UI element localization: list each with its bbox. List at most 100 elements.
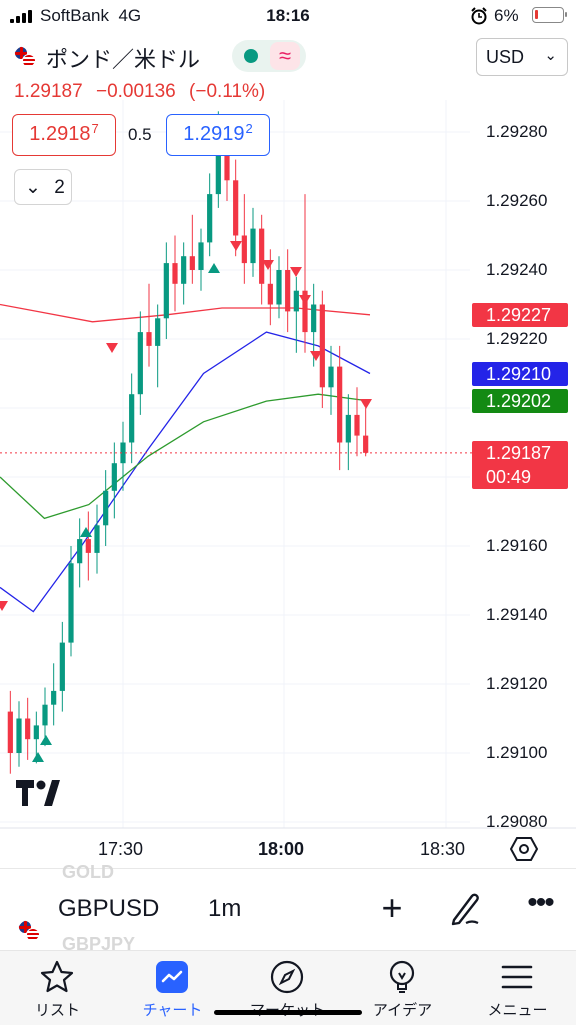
candle bbox=[189, 214, 195, 284]
candle-countdown: 00:49 bbox=[486, 466, 532, 487]
candle-body bbox=[337, 366, 343, 443]
candle bbox=[68, 546, 74, 657]
sell-signal-marker bbox=[262, 260, 274, 270]
candle-body bbox=[155, 318, 161, 346]
candle bbox=[345, 394, 351, 471]
candle bbox=[103, 470, 109, 546]
candle-body bbox=[85, 539, 91, 553]
price-summary: 1.29187 −0.00136 (−0.11%) bbox=[14, 81, 273, 103]
compass-icon bbox=[270, 960, 304, 994]
market-status-pill[interactable]: ≈ bbox=[232, 40, 306, 72]
hexagon-settings-icon[interactable] bbox=[510, 836, 538, 862]
pen-draw-icon[interactable] bbox=[446, 888, 486, 928]
candle bbox=[7, 690, 13, 774]
sell-signal-marker bbox=[106, 343, 118, 353]
moving-averages bbox=[0, 303, 371, 613]
sell-signal-marker bbox=[310, 351, 322, 361]
candle-body bbox=[259, 228, 265, 284]
buy-quote-button[interactable]: 1.29192 bbox=[166, 114, 270, 156]
x-axis-label: 18:00 bbox=[258, 839, 305, 859]
candle-body bbox=[328, 366, 334, 388]
candle bbox=[111, 442, 117, 519]
candle bbox=[363, 408, 369, 457]
candle bbox=[33, 711, 39, 764]
candle-body bbox=[319, 304, 325, 388]
pair-title[interactable]: ポンド／米ドル bbox=[46, 47, 201, 72]
candle bbox=[293, 276, 299, 353]
tab-ideas[interactable]: アイデア bbox=[345, 951, 460, 1025]
battery-percent: 6% bbox=[494, 6, 519, 25]
indicator-toggle-button[interactable]: ⌄ 2 bbox=[14, 169, 72, 205]
price-tag: 1.29202 bbox=[472, 389, 568, 414]
last-price: 1.29187 bbox=[14, 81, 83, 102]
candle-body bbox=[345, 414, 351, 443]
candle-body bbox=[68, 563, 74, 643]
price-tag-value: 1.29187 bbox=[486, 442, 552, 463]
price-tag-value: 1.29210 bbox=[486, 363, 552, 384]
candle bbox=[207, 173, 213, 257]
candle bbox=[276, 256, 282, 319]
x-axis-label: 18:30 bbox=[420, 839, 466, 859]
candle bbox=[259, 214, 265, 305]
buy-signal-marker bbox=[40, 735, 52, 745]
tab-chart[interactable]: チャート bbox=[115, 951, 230, 1025]
more-options-icon[interactable]: ••• bbox=[527, 886, 555, 919]
candle bbox=[77, 518, 83, 588]
candlesticks bbox=[7, 111, 369, 774]
candle bbox=[163, 242, 169, 339]
candle-body bbox=[103, 490, 109, 526]
candle-body bbox=[285, 270, 291, 312]
tab-list[interactable]: リスト bbox=[0, 951, 115, 1025]
candle bbox=[155, 304, 161, 388]
price-change: −0.00136 bbox=[95, 81, 176, 102]
candle bbox=[328, 345, 334, 415]
symbol-button[interactable]: GBPUSD bbox=[58, 895, 160, 922]
price-tag-value: 1.29227 bbox=[486, 304, 552, 325]
candle bbox=[241, 194, 247, 284]
sell-signal-marker bbox=[360, 399, 372, 409]
interval-button[interactable]: 1m bbox=[208, 895, 242, 922]
candle-body bbox=[241, 235, 247, 264]
candle-body bbox=[7, 711, 13, 753]
candle-body bbox=[293, 290, 299, 312]
chevron-down-icon: ⌄ bbox=[544, 47, 557, 64]
candle-body bbox=[33, 725, 39, 740]
wave-icon: ≈ bbox=[270, 42, 300, 70]
sell-signal-marker bbox=[299, 295, 311, 305]
home-indicator bbox=[214, 1010, 362, 1015]
candle-body bbox=[94, 525, 100, 553]
candle bbox=[250, 207, 256, 277]
candle bbox=[172, 235, 178, 312]
candle bbox=[42, 687, 48, 747]
candle-body bbox=[111, 463, 117, 491]
candle-body bbox=[311, 304, 317, 333]
signal-markers bbox=[0, 241, 372, 762]
candle bbox=[302, 194, 308, 353]
candle-body bbox=[120, 442, 126, 464]
sell-signal-marker bbox=[0, 601, 8, 611]
buy-signal-marker bbox=[32, 752, 44, 762]
spread-value: 0.5 bbox=[128, 125, 152, 144]
add-plus-icon[interactable]: + bbox=[381, 887, 403, 928]
signal-icon bbox=[10, 10, 32, 23]
price-tag: 1.29210 bbox=[472, 361, 568, 386]
menu-icon bbox=[501, 965, 533, 989]
currency-select[interactable]: USD ⌄ bbox=[476, 38, 568, 76]
candle bbox=[233, 159, 239, 257]
candle-body bbox=[189, 256, 195, 270]
sell-quote-button[interactable]: 1.29187 bbox=[12, 114, 116, 156]
candle bbox=[25, 697, 31, 760]
y-axis-label: 1.29160 bbox=[486, 536, 548, 555]
candle-body bbox=[16, 718, 22, 753]
candle-body bbox=[137, 332, 143, 395]
tab-menu[interactable]: メニュー bbox=[460, 951, 575, 1025]
candle bbox=[354, 387, 360, 457]
candle-body bbox=[354, 414, 360, 436]
alarm-icon bbox=[471, 7, 487, 25]
candle bbox=[337, 345, 343, 471]
candle-body bbox=[224, 132, 230, 181]
candle-body bbox=[267, 283, 273, 305]
gbp-usd-flag-icon bbox=[18, 920, 40, 942]
candle-body bbox=[42, 704, 48, 726]
ma-green-line bbox=[0, 393, 371, 520]
